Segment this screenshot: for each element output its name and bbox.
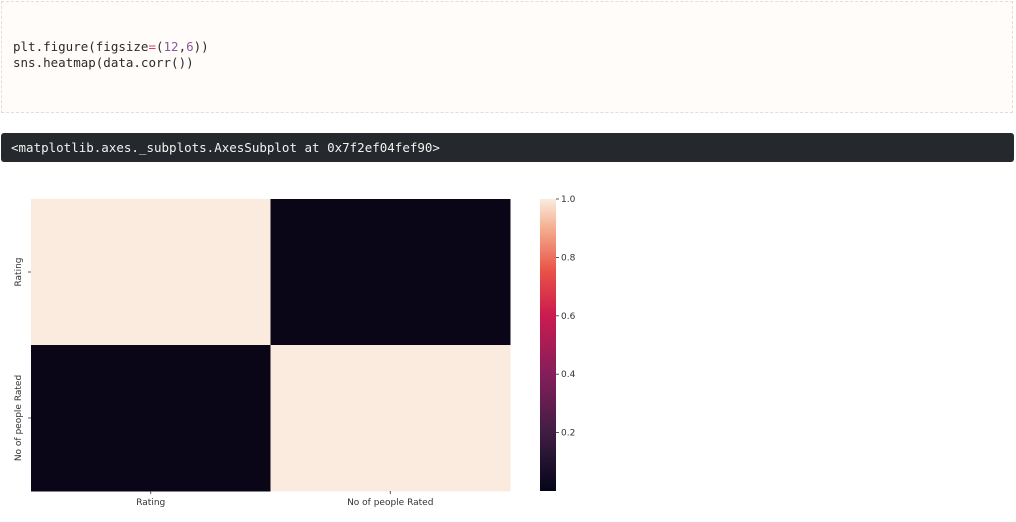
- y-tick-label-1: No of people Rated: [14, 375, 24, 461]
- x-tick-label-0: Rating: [136, 498, 165, 508]
- code-cell[interactable]: plt.figure(figsize=(12,6)) sns.heatmap(da…: [1, 1, 1013, 113]
- heatmap-chart: Rating No of people Rated Rating No of peop…: [14, 195, 576, 508]
- colorbar-tick-label-3: 0.8: [561, 253, 576, 263]
- colorbar: [540, 199, 556, 491]
- heatmap-cell-0-1: [270, 199, 511, 346]
- heatmap-cell-1-1: [270, 345, 511, 492]
- x-tick-label-1: No of people Rated: [347, 498, 433, 508]
- output-result-bar: <matplotlib.axes._subplots.AxesSubplot a…: [1, 133, 1014, 162]
- heatmap-cell-0-0: [31, 199, 271, 346]
- output-text: <matplotlib.axes._subplots.AxesSubplot a…: [11, 140, 440, 155]
- heatmap-cell-1-0: [31, 345, 271, 492]
- code-line-1: plt.figure(figsize=(12,6)): [13, 39, 209, 54]
- y-tick-label-0: Rating: [14, 257, 24, 286]
- colorbar-tick-label-0: 0.2: [561, 429, 575, 439]
- code-editor[interactable]: plt.figure(figsize=(12,6)) sns.heatmap(da…: [13, 39, 209, 71]
- colorbar-tick-label-2: 0.6: [561, 312, 576, 322]
- colorbar-tick-label-1: 0.4: [561, 370, 576, 380]
- heatmap-figure: Rating No of people Rated Rating No of peop…: [0, 180, 620, 520]
- code-line-2: sns.heatmap(data.corr()): [13, 55, 194, 70]
- colorbar-tick-label-4: 1.0: [561, 195, 576, 205]
